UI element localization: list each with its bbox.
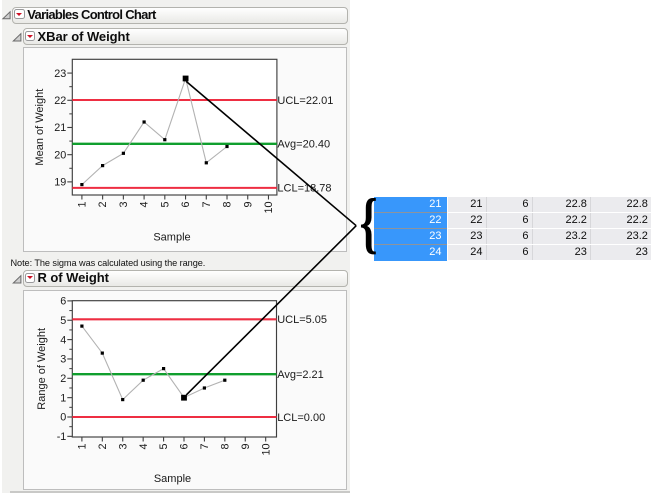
- svg-text:Sample: Sample: [153, 231, 190, 243]
- svg-text:1: 1: [60, 392, 66, 404]
- svg-text:22: 22: [54, 95, 66, 107]
- svg-text:5: 5: [158, 444, 170, 450]
- svg-text:5: 5: [159, 202, 171, 208]
- svg-text:4: 4: [60, 334, 66, 346]
- svg-text:-1: -1: [57, 431, 67, 443]
- svg-text:6: 6: [60, 296, 66, 308]
- svg-text:2: 2: [97, 202, 109, 208]
- svg-text:9: 9: [240, 444, 252, 450]
- svg-text:0: 0: [60, 412, 66, 424]
- svg-text:5: 5: [60, 315, 66, 327]
- svg-text:3: 3: [60, 354, 66, 366]
- svg-text:8: 8: [219, 444, 231, 450]
- svg-text:7: 7: [199, 444, 211, 450]
- svg-text:21: 21: [54, 122, 66, 134]
- svg-text:Avg=2.21: Avg=2.21: [277, 369, 324, 381]
- svg-text:8: 8: [222, 202, 234, 208]
- svg-text:LCL=18.78: LCL=18.78: [277, 183, 331, 195]
- svg-text:23: 23: [54, 68, 66, 80]
- svg-text:Mean of Weight: Mean of Weight: [34, 89, 46, 166]
- svg-text:Sample: Sample: [154, 473, 191, 485]
- svg-text:10: 10: [260, 444, 272, 456]
- svg-text:1: 1: [77, 202, 89, 208]
- svg-text:2: 2: [60, 373, 66, 385]
- svg-text:9: 9: [242, 202, 254, 208]
- svg-text:10: 10: [263, 202, 275, 214]
- svg-text:{: {: [360, 187, 378, 261]
- svg-text:4: 4: [139, 202, 151, 208]
- svg-text:4: 4: [138, 444, 150, 450]
- svg-text:Range of Weight: Range of Weight: [36, 328, 48, 410]
- svg-text:3: 3: [117, 444, 129, 450]
- svg-text:6: 6: [179, 444, 191, 450]
- svg-text:UCL=22.01: UCL=22.01: [277, 95, 333, 107]
- svg-text:Avg=20.40: Avg=20.40: [277, 139, 330, 151]
- svg-text:3: 3: [118, 202, 130, 208]
- svg-text:2: 2: [97, 444, 109, 450]
- svg-text:20: 20: [54, 149, 66, 161]
- svg-text:LCL=0.00: LCL=0.00: [277, 412, 325, 424]
- svg-text:UCL=5.05: UCL=5.05: [277, 314, 327, 326]
- svg-text:1: 1: [77, 444, 89, 450]
- svg-text:19: 19: [54, 177, 66, 189]
- svg-text:6: 6: [180, 202, 192, 208]
- svg-text:7: 7: [201, 202, 213, 208]
